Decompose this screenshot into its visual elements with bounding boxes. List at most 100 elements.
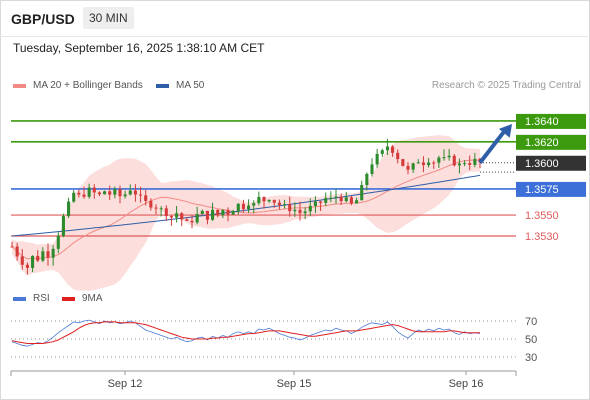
candle-body bbox=[468, 163, 472, 165]
candle bbox=[385, 139, 389, 155]
candle-body bbox=[262, 196, 266, 202]
candle bbox=[108, 185, 112, 201]
candle-body bbox=[154, 207, 158, 209]
candle-body bbox=[241, 203, 245, 210]
candle-body bbox=[370, 164, 374, 174]
candle-body bbox=[31, 255, 35, 268]
current-price-tag bbox=[516, 155, 586, 171]
candle bbox=[427, 158, 431, 168]
candle-body bbox=[144, 195, 148, 201]
candle bbox=[360, 180, 364, 201]
candle bbox=[257, 191, 261, 206]
candle bbox=[247, 199, 251, 213]
candle-body bbox=[457, 163, 461, 166]
candle bbox=[334, 189, 338, 204]
candle-body bbox=[46, 251, 50, 258]
candle-body bbox=[159, 208, 163, 210]
candle-body bbox=[401, 159, 405, 166]
candle-body bbox=[139, 194, 143, 196]
level-label-1.3575: 1.3575 bbox=[525, 184, 559, 196]
rsi-swatch bbox=[13, 296, 26, 301]
candle-body bbox=[344, 197, 348, 202]
forecast-arrow-head bbox=[498, 124, 512, 138]
candle-body bbox=[103, 191, 107, 195]
level-label-1.3530: 1.3530 bbox=[525, 231, 559, 243]
candle-body bbox=[432, 162, 436, 164]
candle bbox=[164, 205, 168, 221]
candle bbox=[10, 241, 14, 248]
candle bbox=[51, 245, 55, 266]
rsi-tick-30: 30 bbox=[525, 352, 537, 364]
candle bbox=[319, 200, 323, 212]
level-tag-1.3640 bbox=[516, 113, 586, 129]
legend-ma50: MA 50 bbox=[156, 80, 204, 91]
x-tick-label: Sep 15 bbox=[277, 378, 312, 390]
candle-body bbox=[211, 209, 215, 220]
candle-body bbox=[349, 197, 353, 204]
candle bbox=[355, 197, 359, 204]
candle bbox=[457, 158, 461, 174]
candle-body bbox=[82, 194, 86, 197]
candle-body bbox=[421, 162, 425, 166]
candle bbox=[380, 148, 384, 157]
level-label-1.3550: 1.3550 bbox=[525, 210, 559, 222]
candle-body bbox=[396, 152, 400, 160]
candle bbox=[298, 201, 302, 221]
candle-body bbox=[236, 203, 240, 212]
candle bbox=[241, 199, 245, 213]
candle-body bbox=[108, 191, 112, 195]
candle bbox=[56, 232, 60, 254]
candle bbox=[339, 193, 343, 206]
candle-body bbox=[339, 196, 343, 202]
candle-body bbox=[25, 264, 29, 268]
candle-body bbox=[164, 208, 168, 217]
candle bbox=[442, 149, 446, 161]
candle bbox=[118, 185, 122, 204]
candle bbox=[41, 247, 45, 263]
candle-body bbox=[10, 246, 14, 248]
candle bbox=[262, 196, 266, 209]
candle-body bbox=[56, 235, 60, 249]
candle bbox=[329, 191, 333, 203]
x-tick-label: Sep 12 bbox=[108, 378, 143, 390]
candle-body bbox=[324, 197, 328, 203]
candle bbox=[267, 199, 271, 203]
legend-rsi9: 9MA bbox=[62, 293, 103, 304]
candle-body bbox=[473, 158, 477, 165]
candle-body bbox=[442, 157, 446, 159]
candle bbox=[31, 255, 35, 273]
rsi-line bbox=[11, 319, 481, 347]
candle bbox=[324, 192, 328, 207]
level-label-1.3620: 1.3620 bbox=[525, 137, 559, 149]
candle bbox=[200, 209, 204, 215]
candle-body bbox=[283, 204, 287, 206]
candle-body bbox=[195, 214, 199, 223]
candle bbox=[473, 152, 477, 168]
candle bbox=[82, 186, 86, 199]
candle-body bbox=[463, 163, 467, 165]
candle-body bbox=[406, 165, 410, 170]
candle bbox=[175, 205, 179, 223]
candle-body bbox=[308, 205, 312, 212]
rsi-tick-70: 70 bbox=[525, 316, 537, 328]
x-tick-label: Sep 16 bbox=[449, 378, 484, 390]
candle-body bbox=[113, 189, 117, 195]
candle-body bbox=[92, 187, 96, 193]
timeframe-badge[interactable]: 30 MIN bbox=[83, 7, 134, 29]
legend-rsi-label: RSI bbox=[33, 293, 50, 304]
timestamp: Tuesday, September 16, 2025 1:38:10 AM C… bbox=[13, 41, 265, 55]
candle bbox=[169, 215, 173, 226]
candle-body bbox=[61, 216, 65, 236]
candle bbox=[36, 250, 40, 262]
candle-body bbox=[185, 219, 189, 221]
candle-body bbox=[416, 162, 420, 164]
legend-ma50-label: MA 50 bbox=[176, 80, 205, 91]
candle bbox=[468, 155, 472, 171]
candle-body bbox=[169, 216, 173, 218]
candle bbox=[159, 206, 163, 217]
candle bbox=[113, 186, 117, 199]
candle bbox=[61, 213, 65, 238]
candle-body bbox=[216, 209, 220, 216]
candle-body bbox=[293, 209, 297, 212]
symbol-label: GBP/USD bbox=[11, 11, 75, 27]
